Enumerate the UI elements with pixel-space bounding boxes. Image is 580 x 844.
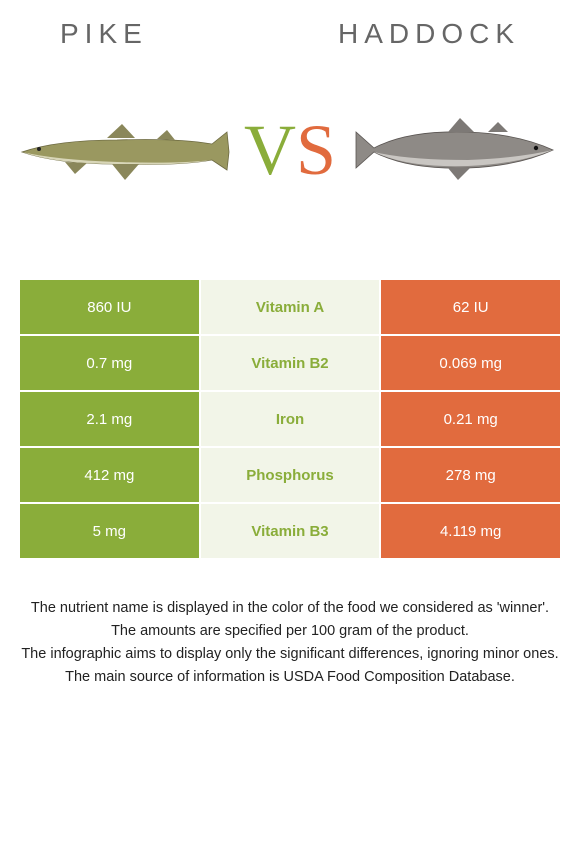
cell-nutrient-name: Vitamin B3 xyxy=(201,504,380,558)
table-row: 2.1 mgIron0.21 mg xyxy=(20,392,560,446)
cell-haddock-value: 0.069 mg xyxy=(381,336,560,390)
note-line: The main source of information is USDA F… xyxy=(14,667,566,688)
cell-haddock-value: 0.21 mg xyxy=(381,392,560,446)
table-row: 412 mgPhosphorus278 mg xyxy=(20,448,560,502)
vs-label: VS xyxy=(244,114,336,186)
nutrient-table: 860 IUVitamin A62 IU0.7 mgVitamin B20.06… xyxy=(20,280,560,558)
note-line: The infographic aims to display only the… xyxy=(14,644,566,665)
cell-pike-value: 0.7 mg xyxy=(20,336,199,390)
cell-haddock-value: 4.119 mg xyxy=(381,504,560,558)
header: Pike Haddock xyxy=(0,0,580,60)
note-line: The nutrient name is displayed in the co… xyxy=(14,598,566,619)
haddock-image xyxy=(336,110,570,190)
cell-pike-value: 2.1 mg xyxy=(20,392,199,446)
cell-pike-value: 5 mg xyxy=(20,504,199,558)
vs-s: S xyxy=(296,114,336,186)
vs-v: V xyxy=(244,114,296,186)
footnotes: The nutrient name is displayed in the co… xyxy=(0,598,580,688)
table-row: 5 mgVitamin B34.119 mg xyxy=(20,504,560,558)
table-row: 0.7 mgVitamin B20.069 mg xyxy=(20,336,560,390)
cell-nutrient-name: Iron xyxy=(201,392,380,446)
cell-nutrient-name: Vitamin B2 xyxy=(201,336,380,390)
title-haddock: Haddock xyxy=(338,18,520,50)
compare-section: VS xyxy=(0,60,580,260)
cell-nutrient-name: Vitamin A xyxy=(201,280,380,334)
note-line: The amounts are specified per 100 gram o… xyxy=(14,621,566,642)
cell-haddock-value: 278 mg xyxy=(381,448,560,502)
table-row: 860 IUVitamin A62 IU xyxy=(20,280,560,334)
title-pike: Pike xyxy=(60,18,148,50)
cell-haddock-value: 62 IU xyxy=(381,280,560,334)
pike-image xyxy=(10,110,244,190)
cell-pike-value: 412 mg xyxy=(20,448,199,502)
cell-nutrient-name: Phosphorus xyxy=(201,448,380,502)
cell-pike-value: 860 IU xyxy=(20,280,199,334)
